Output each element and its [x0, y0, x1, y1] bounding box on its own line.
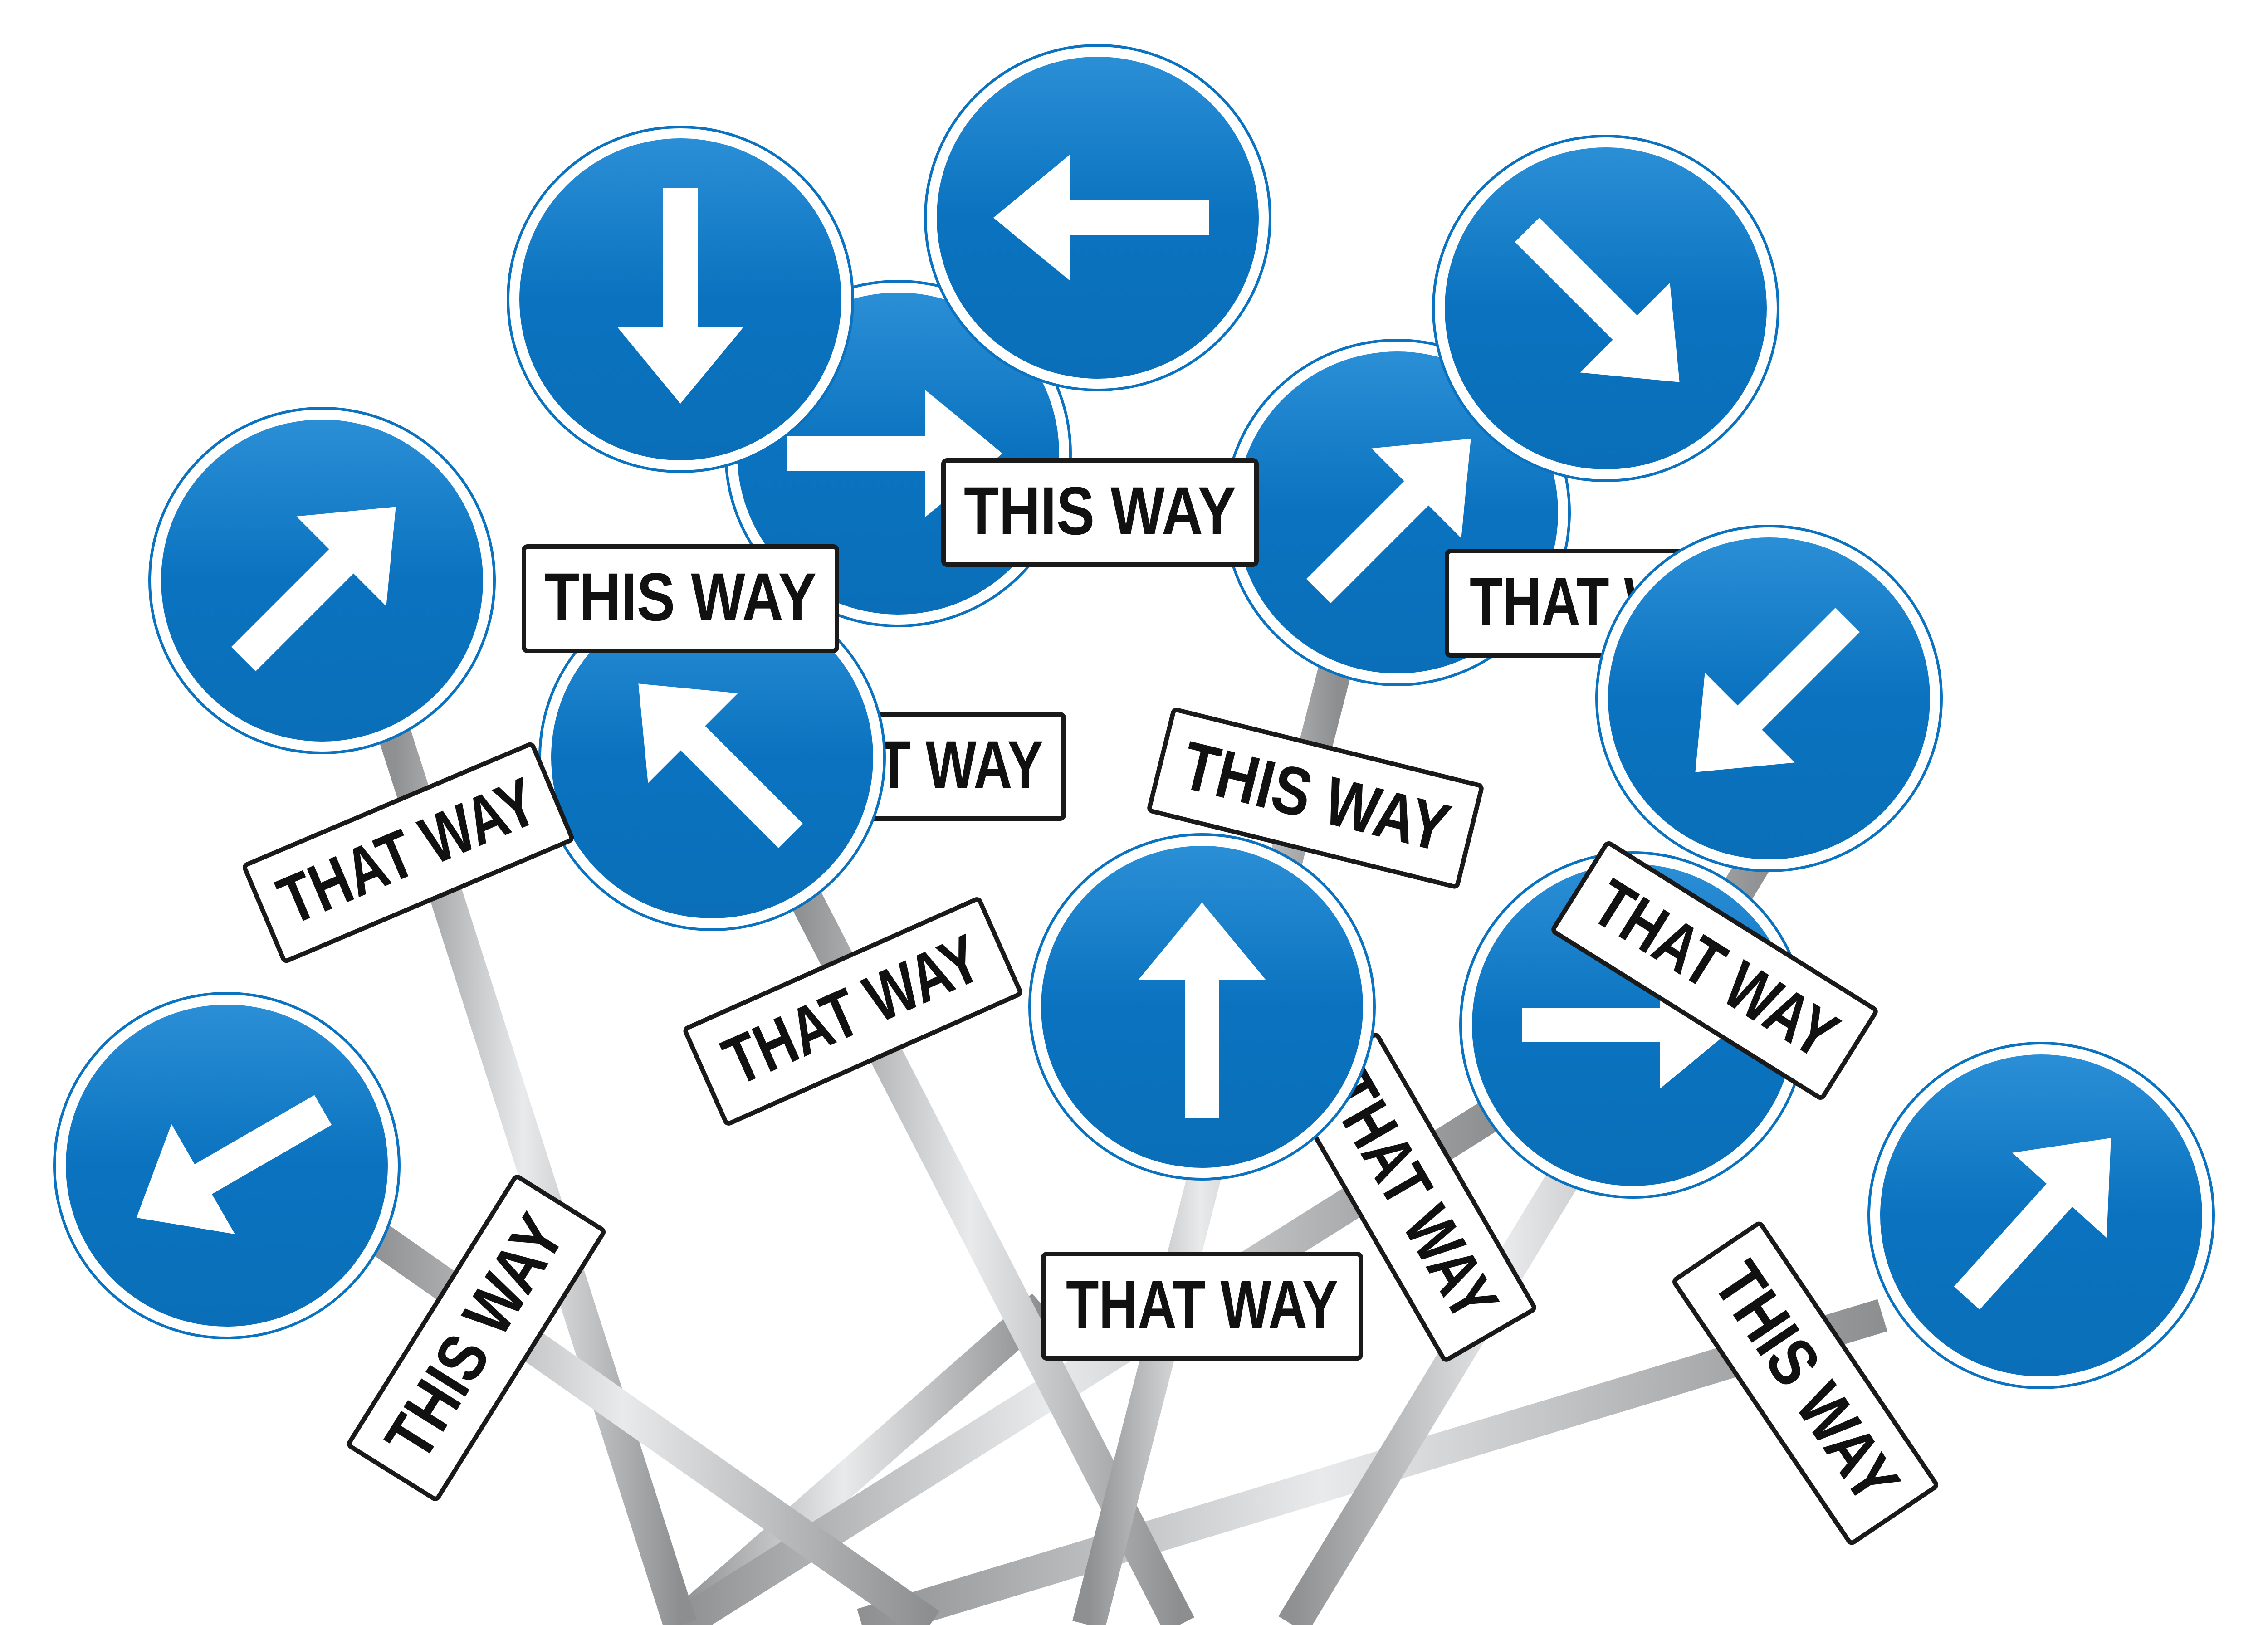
plate-that-way-bottom: THAT WAY: [1041, 1252, 1363, 1361]
plate-that-way-center-left: THAT WAY: [683, 897, 1022, 1126]
arrow-sign-down-left: [1595, 525, 1943, 872]
arrow-sign-up-right-bottom: [1867, 1042, 2215, 1389]
plate-this-way-center: THIS WAY: [941, 458, 1259, 567]
arrow-sign-down-left-bottom: [53, 992, 401, 1339]
arrow-sign-up-left-partial: [538, 584, 886, 931]
arrow-sign-down-right: [1432, 135, 1779, 482]
arrow-sign-up: [1028, 833, 1376, 1181]
plate-this-way-left: THIS WAY: [522, 544, 839, 653]
arrow-sign-left-top-center: [924, 44, 1271, 391]
plate-label: THIS WAY: [544, 559, 816, 635]
plate-label: THIS WAY: [964, 473, 1236, 549]
plate-label: THAT WAY: [1066, 1266, 1338, 1342]
arrow-sign-down: [507, 126, 854, 473]
arrow-sign-up-right-left: [148, 407, 496, 754]
